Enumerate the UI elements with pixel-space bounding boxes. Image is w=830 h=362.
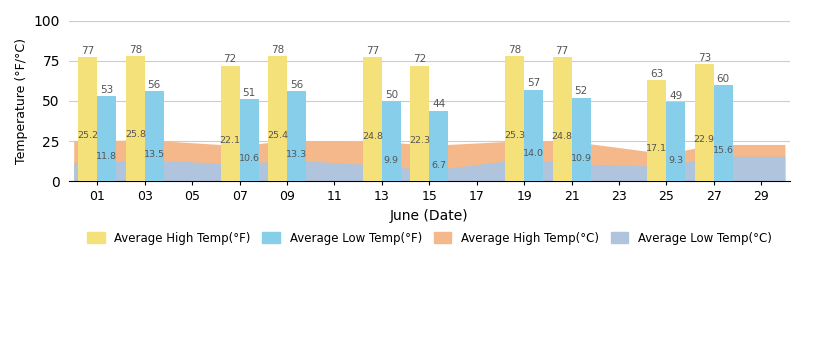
Text: 6.7: 6.7	[432, 161, 447, 170]
Bar	[666, 102, 686, 181]
Bar	[79, 58, 97, 181]
Text: 72: 72	[413, 54, 427, 64]
Text: 73: 73	[698, 52, 711, 63]
Text: 53: 53	[100, 85, 114, 95]
Text: 77: 77	[555, 46, 569, 56]
Bar	[382, 101, 401, 181]
Text: 22.1: 22.1	[220, 136, 241, 145]
Text: 57: 57	[527, 78, 540, 88]
Text: 63: 63	[650, 69, 663, 79]
Bar	[410, 66, 429, 181]
Text: 44: 44	[432, 99, 446, 109]
Bar	[572, 98, 590, 181]
Text: 25.2: 25.2	[77, 131, 99, 140]
Bar	[553, 58, 572, 181]
Text: 15.6: 15.6	[713, 146, 734, 155]
Text: 13.3: 13.3	[286, 150, 307, 159]
Bar	[240, 99, 259, 181]
Text: 10.6: 10.6	[239, 155, 260, 163]
Bar	[144, 91, 164, 181]
Text: 72: 72	[223, 54, 237, 64]
Bar	[647, 80, 666, 181]
Bar	[429, 110, 448, 181]
Bar	[97, 96, 116, 181]
Text: 60: 60	[716, 73, 730, 84]
Text: 51: 51	[242, 88, 256, 98]
Y-axis label: Temperature (°F/°C): Temperature (°F/°C)	[15, 38, 28, 164]
Text: 78: 78	[129, 45, 142, 55]
Text: 25.3: 25.3	[504, 131, 525, 140]
X-axis label: June (Date): June (Date)	[390, 209, 469, 223]
Bar	[524, 90, 543, 181]
Text: 10.9: 10.9	[570, 154, 592, 163]
Text: 78: 78	[271, 45, 284, 55]
Bar	[126, 56, 144, 181]
Text: 52: 52	[574, 87, 588, 96]
Text: 56: 56	[148, 80, 161, 90]
Bar	[287, 91, 306, 181]
Text: 22.3: 22.3	[409, 136, 431, 144]
Bar	[695, 64, 714, 181]
Text: 24.8: 24.8	[362, 131, 383, 140]
Bar	[505, 56, 524, 181]
Text: 25.4: 25.4	[267, 131, 288, 140]
Text: 25.8: 25.8	[124, 130, 146, 139]
Bar	[363, 58, 382, 181]
Text: 24.8: 24.8	[552, 131, 573, 140]
Bar	[221, 66, 240, 181]
Text: 14.0: 14.0	[523, 149, 544, 158]
Text: 11.8: 11.8	[96, 152, 117, 161]
Text: 77: 77	[81, 46, 95, 56]
Text: 56: 56	[290, 80, 303, 90]
Text: 50: 50	[385, 89, 398, 100]
Text: 9.3: 9.3	[668, 156, 683, 165]
Legend: Average High Temp(°F), Average Low Temp(°F), Average High Temp(°C), Average Low : Average High Temp(°F), Average Low Temp(…	[82, 227, 776, 249]
Text: 49: 49	[669, 91, 682, 101]
Text: 78: 78	[508, 45, 521, 55]
Text: 22.9: 22.9	[694, 135, 715, 144]
Text: 9.9: 9.9	[383, 156, 399, 164]
Bar	[714, 85, 733, 181]
Text: 17.1: 17.1	[647, 144, 667, 153]
Text: 77: 77	[366, 46, 379, 56]
Bar	[268, 56, 287, 181]
Text: 13.5: 13.5	[144, 150, 165, 159]
